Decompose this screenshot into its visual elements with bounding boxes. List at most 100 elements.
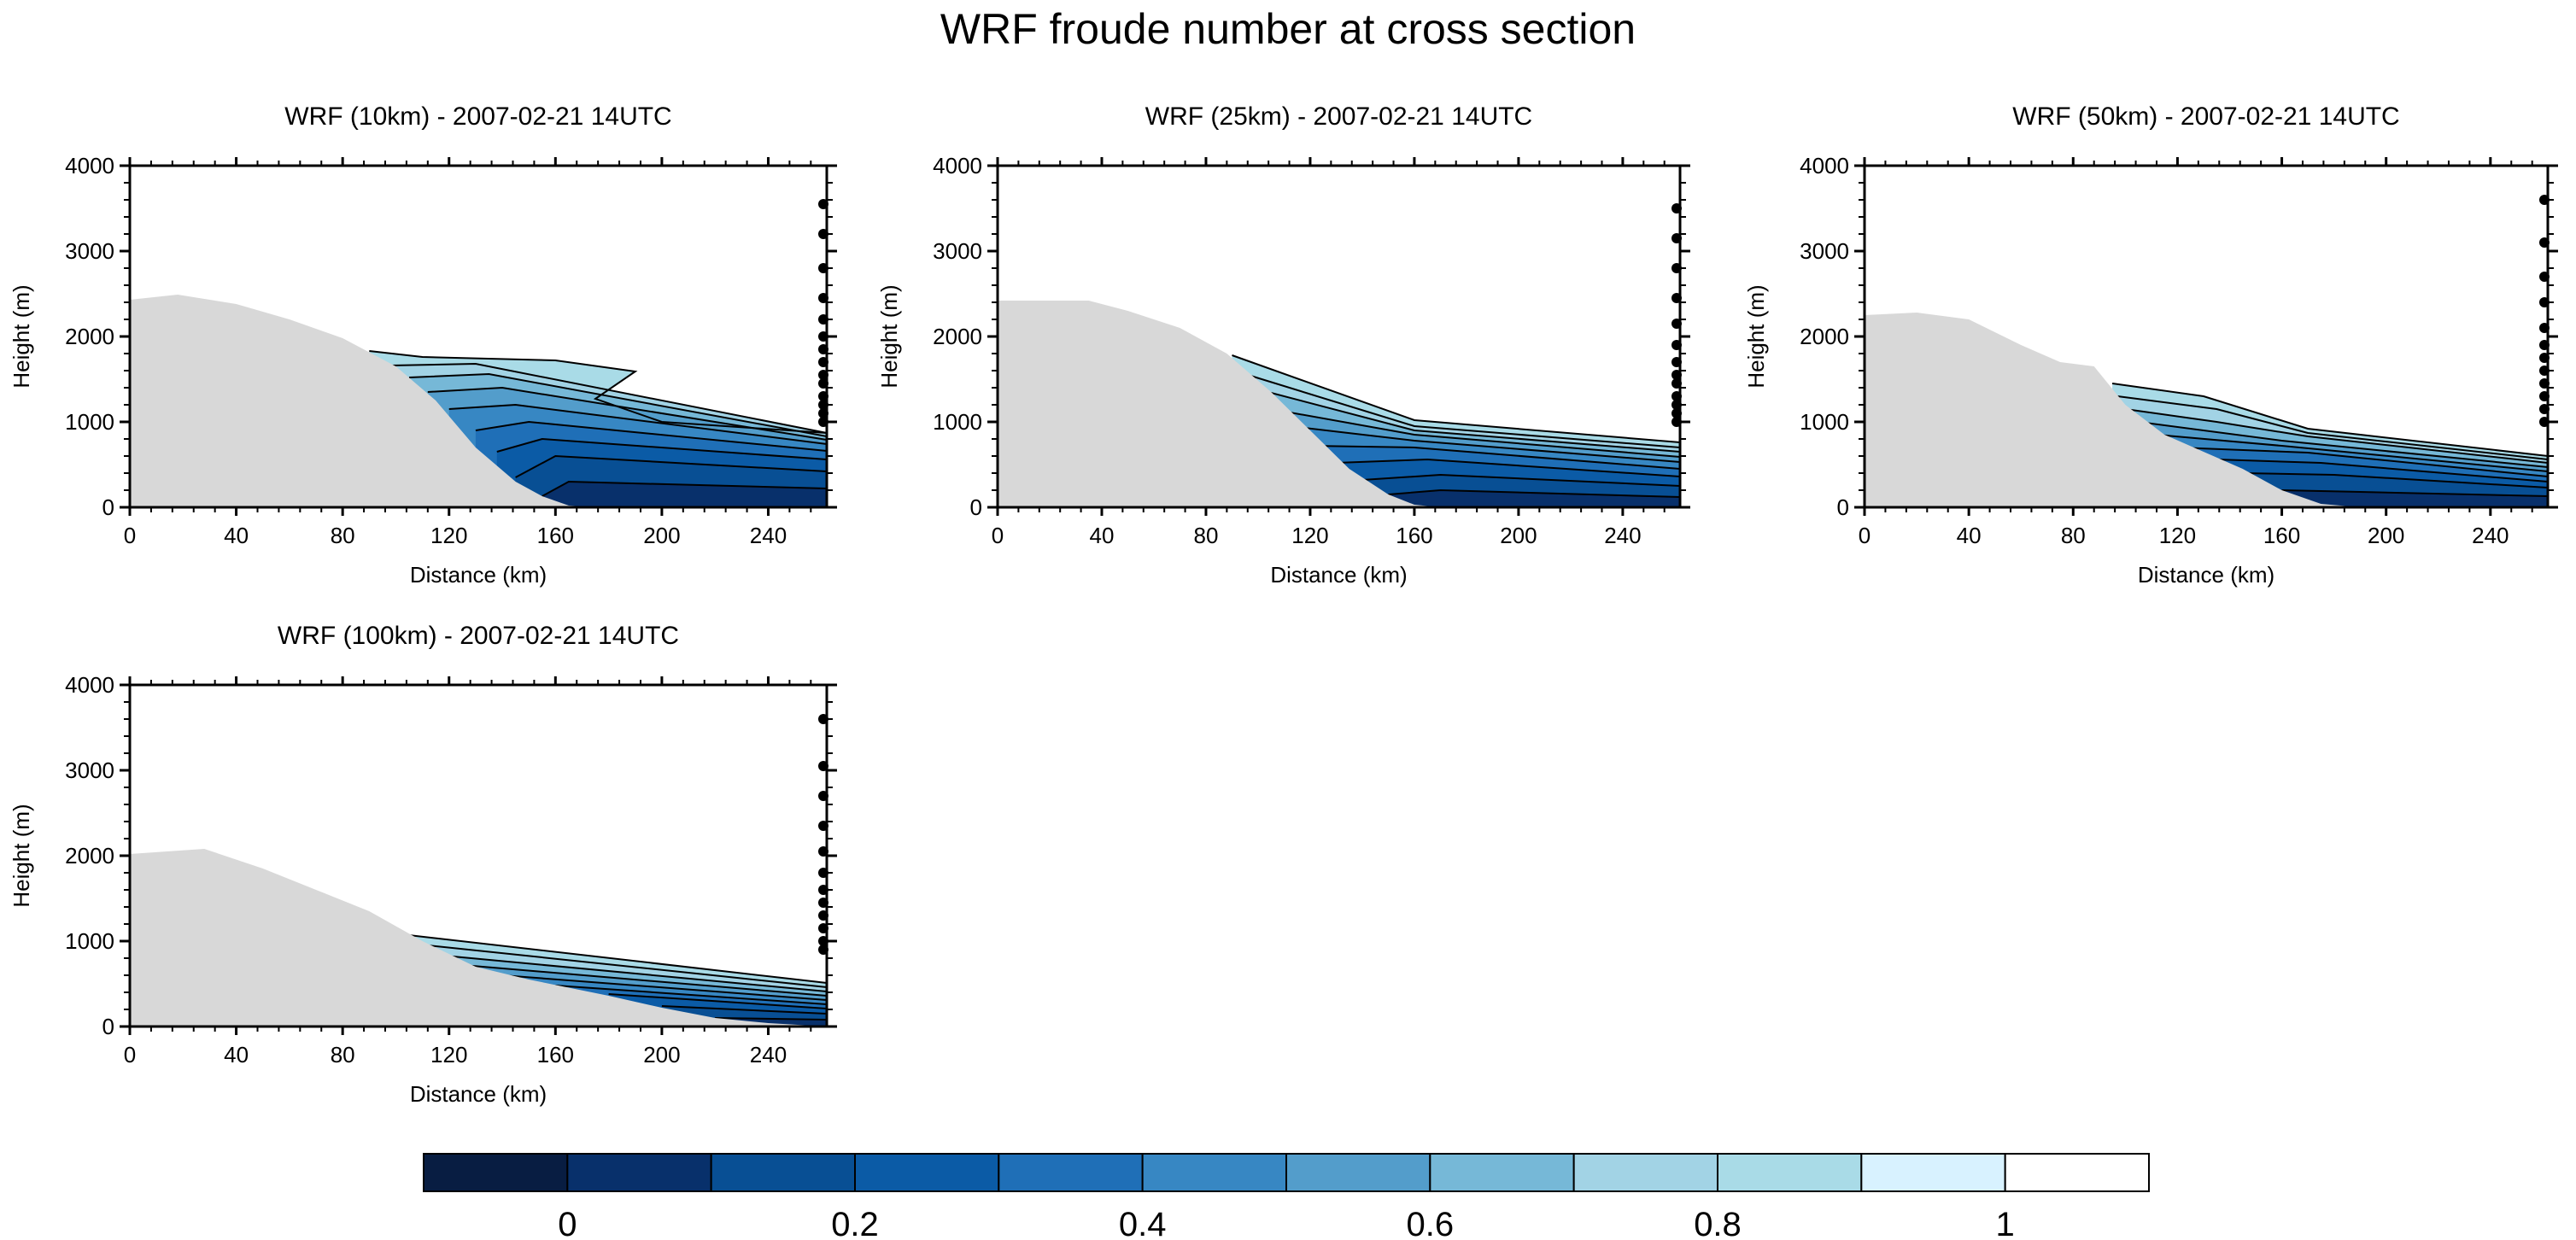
level-marker: [1671, 293, 1682, 303]
colorbar-label: 0.6: [1407, 1206, 1455, 1240]
x-tick-label: 80: [2061, 523, 2086, 548]
level-marker: [2539, 391, 2550, 401]
level-marker: [1671, 203, 1682, 213]
contour-line: [608, 993, 828, 1009]
contour-line: [2125, 408, 2549, 464]
x-tick-label: 240: [750, 1042, 787, 1067]
contour-band: [1388, 490, 1680, 507]
contour-line: [2281, 489, 2549, 497]
level-marker: [1671, 417, 1682, 427]
x-tick-label: 120: [430, 523, 467, 548]
level-marker: [818, 391, 828, 401]
level-marker: [1671, 340, 1682, 350]
chart-panel-4: 0 40 80 120 160 200 240 0 1000 2000 3000 4000 WRF (1…: [9, 622, 837, 1107]
x-axis-label: Distance (km): [410, 562, 547, 588]
panel-title: WRF (25km) - 2007-02-21 14UTC: [1145, 102, 1532, 131]
level-marker: [2539, 404, 2550, 414]
level-marker: [818, 199, 828, 209]
y-axis-label: Height (m): [876, 284, 902, 388]
level-marker: [2539, 297, 2550, 307]
x-tick-label: 0: [124, 1042, 136, 1067]
y-tick-label: 3000: [933, 238, 982, 264]
x-tick-label: 160: [537, 1042, 574, 1067]
contour-line: [661, 1005, 828, 1015]
x-tick-label: 0: [992, 523, 1004, 548]
y-axis-label: Height (m): [1743, 284, 1769, 388]
level-marker: [818, 293, 828, 303]
level-marker: [1671, 233, 1682, 243]
level-marker: [818, 936, 828, 946]
x-tick-label: 240: [1604, 523, 1641, 548]
x-tick-label: 200: [643, 1042, 680, 1067]
panel-title: WRF (50km) - 2007-02-21 14UTC: [2012, 102, 2399, 131]
level-marker: [818, 408, 828, 418]
contour-line: [401, 933, 828, 984]
terrain-area: [130, 295, 827, 507]
terrain-area: [998, 301, 1680, 507]
contour-line: [427, 945, 828, 988]
level-marker: [1671, 400, 1682, 410]
y-tick-label: 1000: [1800, 409, 1849, 435]
contour-line: [427, 386, 828, 441]
level-marker: [2539, 272, 2550, 282]
level-marker: [818, 263, 828, 273]
contour-line: [2242, 472, 2549, 488]
level-marker: [818, 314, 828, 325]
colorbar: 0 0.2 0.4 0.6 0.8 1: [423, 1153, 2151, 1240]
x-tick-label: 0: [124, 523, 136, 548]
colorbar-box: [998, 1153, 1144, 1192]
x-tick-label: 80: [331, 523, 355, 548]
y-tick-label: 3000: [65, 757, 114, 783]
level-marker: [1671, 319, 1682, 329]
contour-line: [542, 480, 828, 497]
x-axis-label: Distance (km): [410, 1081, 547, 1107]
y-tick-label: 1000: [933, 409, 982, 435]
contour-line: [1361, 473, 1681, 487]
y-tick-label: 3000: [65, 238, 114, 264]
level-marker: [818, 761, 828, 771]
x-tick-label: 40: [224, 1042, 249, 1067]
level-marker: [818, 229, 828, 239]
x-tick-label: 80: [1194, 523, 1219, 548]
level-marker: [1671, 370, 1682, 380]
x-tick-label: 40: [224, 523, 249, 548]
y-axis-label: Height (m): [9, 804, 34, 907]
y-tick-label: 4000: [933, 153, 982, 178]
contour-line: [2117, 395, 2549, 460]
x-tick-label: 0: [1859, 523, 1871, 548]
y-tick-label: 4000: [1800, 153, 1849, 178]
level-marker: [2539, 195, 2550, 205]
level-marker: [818, 378, 828, 389]
x-tick-label: 200: [643, 523, 680, 548]
colorbar-label: 0: [558, 1206, 577, 1240]
y-axis-label: Height (m): [9, 284, 34, 388]
colorbar-box: [1285, 1153, 1431, 1192]
contour-line: [1244, 373, 1681, 448]
level-marker: [818, 714, 828, 724]
colorbar-label: 1: [1996, 1206, 2015, 1240]
x-tick-label: 40: [1090, 523, 1115, 548]
level-marker: [818, 885, 828, 895]
contour-band: [542, 482, 827, 507]
chart-panel-1: 0 40 80 120 160 200 240 0 1000 2000 3000 4000 WRF (1…: [9, 102, 837, 588]
y-tick-label: 0: [102, 494, 114, 520]
x-tick-label: 120: [1291, 523, 1328, 548]
level-marker: [1671, 378, 1682, 389]
level-marker: [818, 791, 828, 801]
chart-panel-2: 0 40 80 120 160 200 240 0 1000 2000 3000 4000 WRF (2…: [876, 102, 1690, 588]
x-tick-label: 40: [1957, 523, 1982, 548]
x-tick-label: 80: [331, 1042, 355, 1067]
terrain-area: [130, 849, 827, 1027]
contour-line: [443, 955, 828, 992]
level-marker: [818, 821, 828, 831]
y-tick-label: 4000: [65, 672, 114, 698]
y-tick-label: 1000: [65, 928, 114, 954]
colorbar-label: 0.8: [1694, 1206, 1742, 1240]
colorbar-label: 0.4: [1119, 1206, 1167, 1240]
level-marker: [818, 868, 828, 878]
contour-line: [462, 964, 828, 997]
colorbar-box: [1429, 1153, 1575, 1192]
x-tick-label: 240: [2472, 523, 2509, 548]
